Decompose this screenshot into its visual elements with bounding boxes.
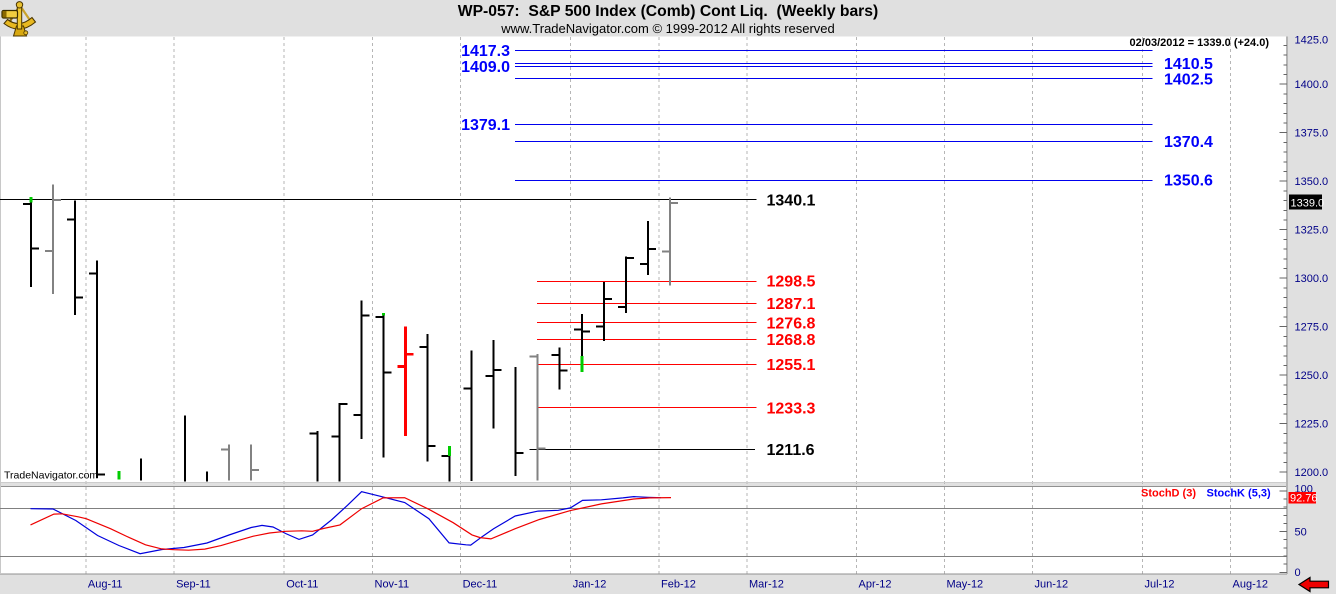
svg-text:1402.5: 1402.5 — [1164, 71, 1213, 88]
svg-text:1287.1: 1287.1 — [767, 296, 816, 313]
svg-text:1200.0: 1200.0 — [1295, 467, 1329, 479]
svg-text:1233.3: 1233.3 — [767, 400, 816, 417]
svg-text:Dec-11: Dec-11 — [463, 579, 498, 591]
svg-text:1370.4: 1370.4 — [1164, 134, 1213, 151]
svg-text:1350.6: 1350.6 — [1164, 173, 1213, 190]
svg-text:WP-057: S&P 500 Index (Comb): WP-057: S&P 500 Index (Comb) Cont Liq. (… — [458, 3, 878, 20]
svg-text:Nov-11: Nov-11 — [375, 579, 410, 591]
svg-text:Sep-11: Sep-11 — [176, 579, 211, 591]
svg-text:92.76: 92.76 — [1290, 493, 1318, 505]
svg-text:50: 50 — [1295, 527, 1307, 539]
svg-text:1325.0: 1325.0 — [1295, 225, 1329, 237]
svg-text:1340.1: 1340.1 — [767, 193, 816, 210]
svg-text:TradeNavigator.com: TradeNavigator.com — [4, 470, 98, 482]
svg-text:02/03/2012 = 1339.0 (+24.0): 02/03/2012 = 1339.0 (+24.0) — [1130, 37, 1270, 49]
svg-text:1268.8: 1268.8 — [767, 332, 816, 349]
svg-text:1379.1: 1379.1 — [461, 117, 510, 134]
svg-text:1425.0: 1425.0 — [1295, 35, 1329, 47]
svg-text:1250.0: 1250.0 — [1295, 370, 1329, 382]
svg-text:May-12: May-12 — [947, 579, 984, 591]
svg-text:Mar-12: Mar-12 — [749, 579, 784, 591]
svg-text:Jun-12: Jun-12 — [1035, 579, 1069, 591]
svg-text:1417.3: 1417.3 — [461, 43, 510, 60]
svg-text:1350.0: 1350.0 — [1295, 176, 1329, 188]
svg-text:1409.0: 1409.0 — [461, 59, 510, 76]
svg-text:Oct-11: Oct-11 — [286, 579, 318, 591]
svg-text:1410.5: 1410.5 — [1164, 56, 1213, 73]
svg-text:Jan-12: Jan-12 — [573, 579, 607, 591]
svg-text:StochD (3): StochD (3) — [1141, 487, 1196, 499]
svg-text:1300.0: 1300.0 — [1295, 273, 1329, 285]
svg-text:1255.1: 1255.1 — [767, 357, 816, 374]
svg-text:StochK (5,3): StochK (5,3) — [1207, 487, 1272, 499]
svg-text:1275.0: 1275.0 — [1295, 322, 1329, 334]
svg-text:www.TradeNavigator.com © 1999-: www.TradeNavigator.com © 1999-2012 All r… — [500, 21, 835, 36]
svg-text:Feb-12: Feb-12 — [661, 579, 696, 591]
svg-text:1276.8: 1276.8 — [767, 315, 816, 332]
svg-text:1339.0: 1339.0 — [1291, 197, 1325, 209]
svg-text:0: 0 — [1295, 567, 1301, 579]
svg-text:Apr-12: Apr-12 — [859, 579, 892, 591]
svg-text:Aug-12: Aug-12 — [1233, 579, 1268, 591]
svg-text:Aug-11: Aug-11 — [88, 579, 123, 591]
svg-text:1400.0: 1400.0 — [1295, 79, 1329, 91]
svg-text:1375.0: 1375.0 — [1295, 128, 1329, 140]
svg-text:Jul-12: Jul-12 — [1145, 579, 1175, 591]
svg-text:1211.6: 1211.6 — [767, 442, 815, 459]
svg-text:1298.5: 1298.5 — [767, 274, 816, 291]
svg-text:1225.0: 1225.0 — [1295, 419, 1329, 431]
